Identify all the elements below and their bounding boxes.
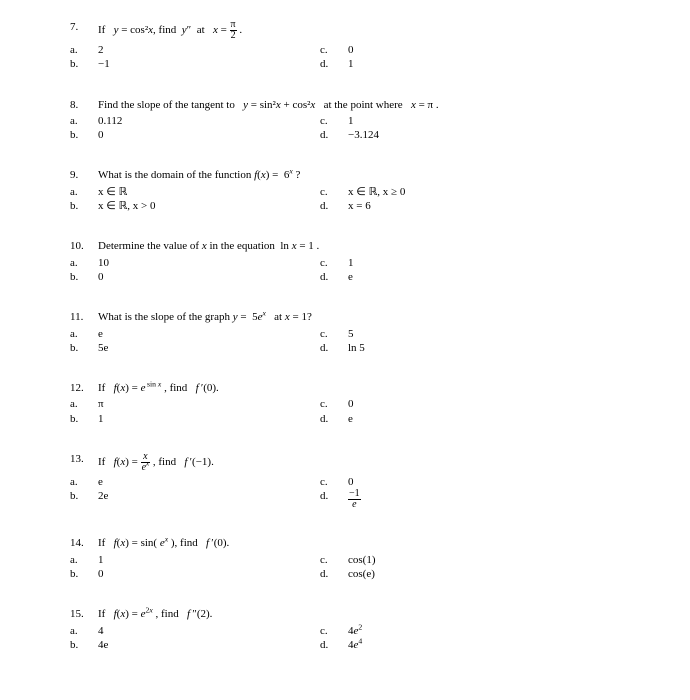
option-label-b: b. — [70, 128, 98, 142]
option-b: x ∈ ℝ, x > 0 — [98, 199, 320, 213]
option-label-a: a. — [70, 114, 98, 128]
option-a: e — [98, 475, 320, 489]
option-b: −1 — [98, 57, 320, 71]
question-prompt: If f(x) = e sin x , find f ′(0). — [98, 381, 640, 395]
question-prompt: If f(x) = xex , find f ′(−1). — [98, 452, 640, 473]
option-label-c: c. — [320, 43, 348, 57]
option-label-d: d. — [320, 489, 348, 510]
option-label-b: b. — [70, 270, 98, 284]
question-prompt: Find the slope of the tangent to y = sin… — [98, 98, 640, 112]
option-label-a: a. — [70, 256, 98, 270]
question-13: 13. If f(x) = xex , find f ′(−1). a.e c.… — [70, 452, 640, 510]
option-label-a: a. — [70, 185, 98, 199]
option-label-a: a. — [70, 475, 98, 489]
question-prompt: What is the domain of the function f(x) … — [98, 168, 640, 182]
option-c: cos(1) — [348, 553, 376, 567]
option-label-c: c. — [320, 114, 348, 128]
option-label-d: d. — [320, 270, 348, 284]
option-label-d: d. — [320, 638, 348, 652]
option-label-a: a. — [70, 43, 98, 57]
option-label-a: a. — [70, 397, 98, 411]
option-label-d: d. — [320, 412, 348, 426]
option-a: 1 — [98, 553, 320, 567]
option-c: x ∈ ℝ, x ≥ 0 — [348, 185, 405, 199]
option-a: 10 — [98, 256, 320, 270]
option-d: 4e4 — [348, 638, 362, 652]
question-prompt: If f(x) = e2x , find f ″(2). — [98, 607, 640, 621]
option-label-b: b. — [70, 489, 98, 510]
option-label-d: d. — [320, 341, 348, 355]
question-number: 7. — [70, 20, 98, 41]
option-label-c: c. — [320, 475, 348, 489]
option-a: π — [98, 397, 320, 411]
option-label-a: a. — [70, 553, 98, 567]
question-prompt: What is the slope of the graph y = 5ex a… — [98, 310, 640, 324]
option-label-d: d. — [320, 57, 348, 71]
option-b: 2e — [98, 489, 320, 510]
option-c: 5 — [348, 327, 354, 341]
question-number: 9. — [70, 168, 98, 182]
option-label-b: b. — [70, 341, 98, 355]
exam-page: 7. If y = cos²x, find y″ at x = π2 . a.2… — [0, 0, 690, 698]
option-label-d: d. — [320, 128, 348, 142]
option-label-c: c. — [320, 553, 348, 567]
option-c: 0 — [348, 43, 354, 57]
question-number: 11. — [70, 310, 98, 324]
option-b: 5e — [98, 341, 320, 355]
option-label-c: c. — [320, 185, 348, 199]
question-10: 10. Determine the value of x in the equa… — [70, 239, 640, 284]
option-d: −3.124 — [348, 128, 379, 142]
option-label-b: b. — [70, 638, 98, 652]
option-a: 2 — [98, 43, 320, 57]
question-11: 11. What is the slope of the graph y = 5… — [70, 310, 640, 355]
option-c: 0 — [348, 475, 354, 489]
option-label-c: c. — [320, 256, 348, 270]
option-d: e — [348, 412, 353, 426]
question-number: 10. — [70, 239, 98, 253]
option-a: x ∈ ℝ — [98, 185, 320, 199]
option-b: 0 — [98, 270, 320, 284]
question-number: 13. — [70, 452, 98, 473]
option-label-c: c. — [320, 397, 348, 411]
option-d: e — [348, 270, 353, 284]
option-c: 0 — [348, 397, 354, 411]
question-12: 12. If f(x) = e sin x , find f ′(0). a.π… — [70, 381, 640, 426]
question-prompt: If y = cos²x, find y″ at x = π2 . — [98, 20, 640, 41]
option-b: 0 — [98, 128, 320, 142]
question-8: 8. Find the slope of the tangent to y = … — [70, 98, 640, 143]
option-label-b: b. — [70, 199, 98, 213]
question-7: 7. If y = cos²x, find y″ at x = π2 . a.2… — [70, 20, 640, 72]
option-a: 4 — [98, 624, 320, 638]
question-14: 14. If f(x) = sin( ex ), find f ′(0). a.… — [70, 536, 640, 581]
option-b: 0 — [98, 567, 320, 581]
option-label-b: b. — [70, 567, 98, 581]
option-label-a: a. — [70, 327, 98, 341]
option-d: cos(e) — [348, 567, 375, 581]
option-label-b: b. — [70, 412, 98, 426]
option-label-d: d. — [320, 199, 348, 213]
question-prompt: Determine the value of x in the equation… — [98, 239, 640, 253]
option-d: −1e — [348, 489, 361, 510]
question-prompt: If f(x) = sin( ex ), find f ′(0). — [98, 536, 640, 550]
question-number: 12. — [70, 381, 98, 395]
option-label-c: c. — [320, 327, 348, 341]
option-a: e — [98, 327, 320, 341]
option-d: ln 5 — [348, 341, 365, 355]
option-label-b: b. — [70, 57, 98, 71]
question-9: 9. What is the domain of the function f(… — [70, 168, 640, 213]
option-b: 1 — [98, 412, 320, 426]
option-c: 1 — [348, 114, 354, 128]
option-d: 1 — [348, 57, 354, 71]
question-number: 15. — [70, 607, 98, 621]
option-d: x = 6 — [348, 199, 371, 213]
question-15: 15. If f(x) = e2x , find f ″(2). a.4 c.4… — [70, 607, 640, 652]
option-b: 4e — [98, 638, 320, 652]
question-number: 14. — [70, 536, 98, 550]
question-number: 8. — [70, 98, 98, 112]
option-label-a: a. — [70, 624, 98, 638]
option-c: 1 — [348, 256, 354, 270]
option-label-d: d. — [320, 567, 348, 581]
option-label-c: c. — [320, 624, 348, 638]
option-a: 0.112 — [98, 114, 320, 128]
